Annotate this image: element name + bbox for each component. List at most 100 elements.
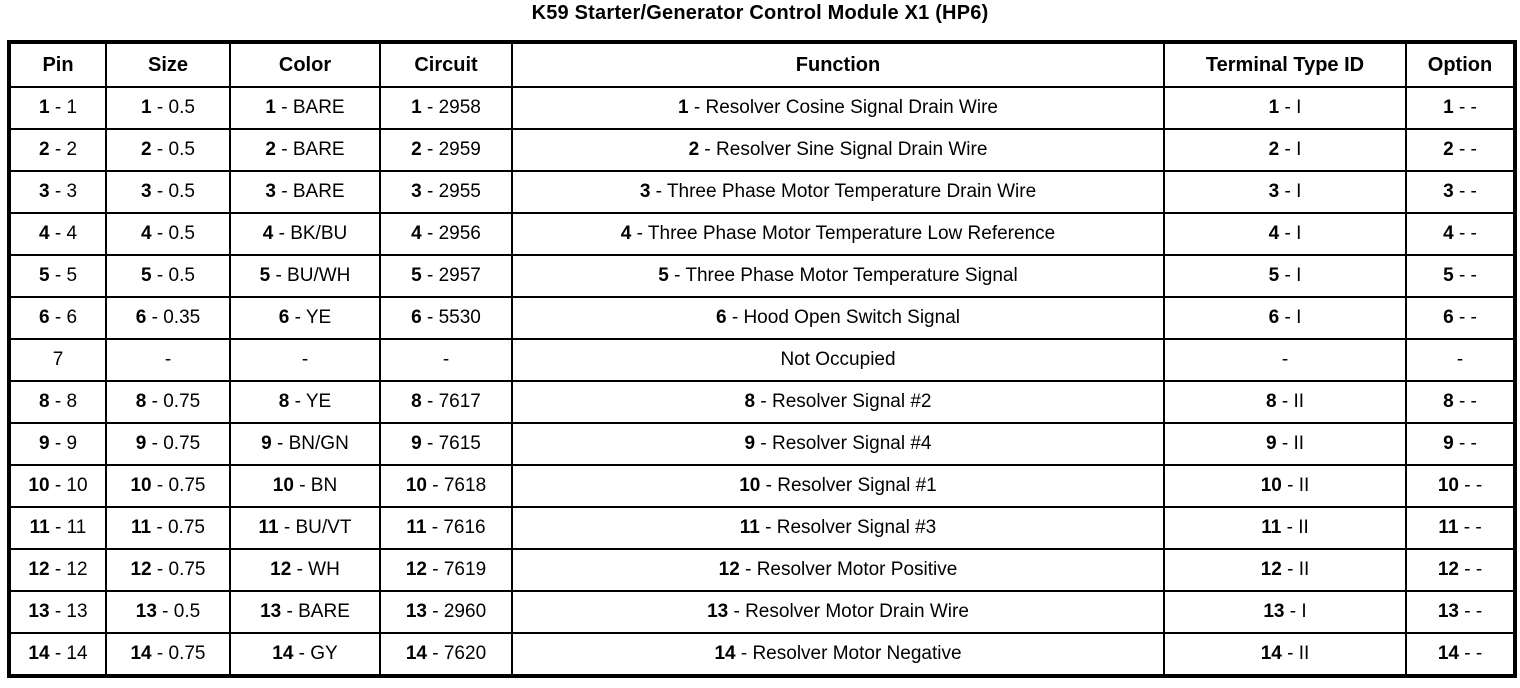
cell-color: -	[229, 338, 381, 382]
column-header-color: Color	[229, 41, 381, 88]
cell-function: 10 - Resolver Signal #1	[511, 464, 1165, 508]
cell-circuit: 14 - 7620	[379, 632, 513, 677]
cell-size: 9 - 0.75	[105, 422, 231, 466]
table-row: 12 - 12 12 - 0.75 12 - WH 12 - 7619 12 - Res…	[8, 548, 1516, 592]
cell-color: 4 - BK/BU	[229, 212, 381, 256]
cell-circuit: 10 - 7618	[379, 464, 513, 508]
cell-size: 11 - 0.75	[105, 506, 231, 550]
cell-terminal-type-id: 2 - I	[1163, 128, 1407, 172]
cell-terminal-type-id: -	[1163, 338, 1407, 382]
page-title: K59 Starter/Generator Control Module X1 …	[531, 2, 989, 24]
cell-circuit: 2 - 2959	[379, 128, 513, 172]
cell-terminal-type-id: 13 - I	[1163, 590, 1407, 634]
cell-function: 4 - Three Phase Motor Temperature Low Re…	[511, 212, 1165, 256]
cell-terminal-type-id: 9 - II	[1163, 422, 1407, 466]
column-header-option: Option	[1405, 41, 1516, 88]
cell-function: 9 - Resolver Signal #4	[511, 422, 1165, 466]
cell-terminal-type-id: 11 - II	[1163, 506, 1407, 550]
cell-circuit: -	[379, 338, 513, 382]
column-header-size: Size	[105, 41, 231, 88]
cell-color: 9 - BN/GN	[229, 422, 381, 466]
cell-option: 12 - -	[1405, 548, 1516, 592]
cell-option: 14 - -	[1405, 632, 1516, 677]
cell-circuit: 13 - 2960	[379, 590, 513, 634]
cell-terminal-type-id: 14 - II	[1163, 632, 1407, 677]
cell-function: 1 - Resolver Cosine Signal Drain Wire	[511, 86, 1165, 130]
cell-terminal-type-id: 5 - I	[1163, 254, 1407, 298]
table-row: 13 - 13 13 - 0.5 13 - BARE 13 - 2960 13 - Re…	[8, 590, 1516, 634]
cell-circuit: 9 - 7615	[379, 422, 513, 466]
cell-pin: 7	[8, 338, 107, 382]
cell-color: 5 - BU/WH	[229, 254, 381, 298]
cell-option: 1 - -	[1405, 86, 1516, 130]
cell-size: 12 - 0.75	[105, 548, 231, 592]
cell-color: 11 - BU/VT	[229, 506, 381, 550]
cell-color: 6 - YE	[229, 296, 381, 340]
cell-pin: 11 - 11	[8, 506, 107, 550]
cell-circuit: 6 - 5530	[379, 296, 513, 340]
cell-circuit: 1 - 2958	[379, 86, 513, 130]
cell-circuit: 12 - 7619	[379, 548, 513, 592]
cell-pin: 14 - 14	[8, 632, 107, 677]
cell-size: 10 - 0.75	[105, 464, 231, 508]
cell-terminal-type-id: 3 - I	[1163, 170, 1407, 214]
cell-pin: 10 - 10	[8, 464, 107, 508]
cell-size: 5 - 0.5	[105, 254, 231, 298]
cell-option: 2 - -	[1405, 128, 1516, 172]
cell-function: 14 - Resolver Motor Negative	[511, 632, 1165, 677]
cell-size: 8 - 0.75	[105, 380, 231, 424]
cell-size: 4 - 0.5	[105, 212, 231, 256]
cell-size: -	[105, 338, 231, 382]
cell-function: 3 - Three Phase Motor Temperature Drain …	[511, 170, 1165, 214]
cell-option: 5 - -	[1405, 254, 1516, 298]
cell-option: 6 - -	[1405, 296, 1516, 340]
cell-option: -	[1405, 338, 1516, 382]
cell-function: 11 - Resolver Signal #3	[511, 506, 1165, 550]
cell-pin: 13 - 13	[8, 590, 107, 634]
cell-option: 9 - -	[1405, 422, 1516, 466]
cell-pin: 4 - 4	[8, 212, 107, 256]
cell-option: 11 - -	[1405, 506, 1516, 550]
header-row: Pin Size Color Circuit Function Terminal…	[8, 41, 1516, 88]
pinout-table-header: Pin Size Color Circuit Function Terminal…	[8, 41, 1516, 88]
cell-function: 8 - Resolver Signal #2	[511, 380, 1165, 424]
cell-color: 1 - BARE	[229, 86, 381, 130]
cell-option: 8 - -	[1405, 380, 1516, 424]
cell-circuit: 5 - 2957	[379, 254, 513, 298]
column-header-function: Function	[511, 41, 1165, 88]
table-row: 11 - 11 11 - 0.75 11 - BU/VT 11 - 7616 11 - …	[8, 506, 1516, 550]
cell-function: 12 - Resolver Motor Positive	[511, 548, 1165, 592]
table-row: 7- - - Not Occupied - -	[8, 338, 1516, 382]
cell-terminal-type-id: 6 - I	[1163, 296, 1407, 340]
column-header-terminal-type-id: Terminal Type ID	[1163, 41, 1407, 88]
cell-circuit: 11 - 7616	[379, 506, 513, 550]
column-header-circuit: Circuit	[379, 41, 513, 88]
cell-circuit: 3 - 2955	[379, 170, 513, 214]
cell-color: 2 - BARE	[229, 128, 381, 172]
cell-size: 1 - 0.5	[105, 86, 231, 130]
column-header-pin: Pin	[8, 41, 107, 88]
cell-option: 10 - -	[1405, 464, 1516, 508]
cell-terminal-type-id: 10 - II	[1163, 464, 1407, 508]
cell-color: 8 - YE	[229, 380, 381, 424]
pinout-table: Pin Size Color Circuit Function Terminal…	[7, 40, 1517, 678]
cell-option: 13 - -	[1405, 590, 1516, 634]
cell-size: 13 - 0.5	[105, 590, 231, 634]
cell-pin: 8 - 8	[8, 380, 107, 424]
cell-color: 14 - GY	[229, 632, 381, 677]
cell-pin: 12 - 12	[8, 548, 107, 592]
cell-function: 13 - Resolver Motor Drain Wire	[511, 590, 1165, 634]
cell-pin: 9 - 9	[8, 422, 107, 466]
cell-pin: 6 - 6	[8, 296, 107, 340]
cell-terminal-type-id: 12 - II	[1163, 548, 1407, 592]
cell-size: 3 - 0.5	[105, 170, 231, 214]
cell-terminal-type-id: 8 - II	[1163, 380, 1407, 424]
cell-pin: 3 - 3	[8, 170, 107, 214]
cell-color: 10 - BN	[229, 464, 381, 508]
